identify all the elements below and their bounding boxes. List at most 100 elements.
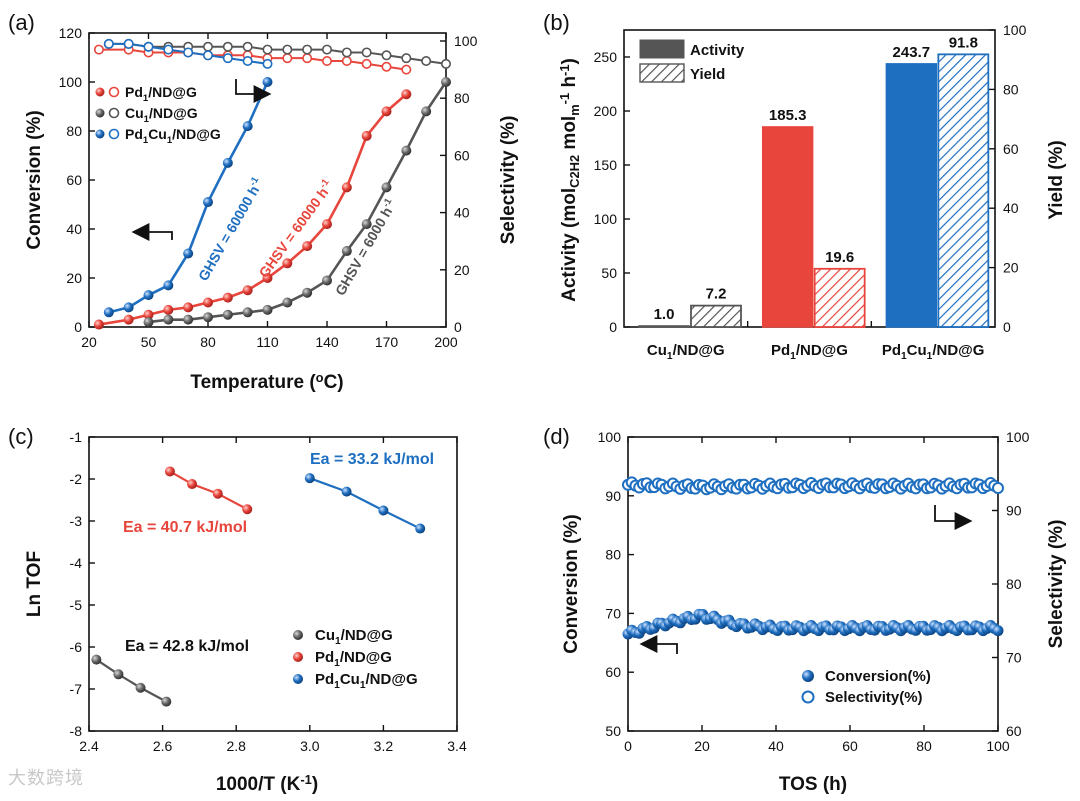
conversion-point <box>262 77 273 87</box>
conversion-point <box>222 309 233 320</box>
conversion-point <box>992 625 1004 637</box>
y-tick-label: 60 <box>1006 723 1022 739</box>
y-tick-label: 250 <box>594 49 618 65</box>
legend-label: Pd1/ND@G <box>315 649 392 669</box>
x-tick-label: 2.8 <box>226 738 246 754</box>
conversion-point <box>381 182 392 193</box>
conversion-point <box>183 302 194 313</box>
y-tick-label: 100 <box>454 33 478 49</box>
legend-label: Yield <box>690 66 725 83</box>
conversion-point <box>183 314 194 325</box>
y-tick-label: 80 <box>1003 81 1019 97</box>
y-tick-label: 60 <box>605 664 621 680</box>
conversion-point <box>93 319 104 330</box>
selectivity-point <box>123 38 134 49</box>
conversion-point <box>282 297 293 308</box>
selectivity-point <box>381 61 392 72</box>
selectivity-line <box>98 48 407 71</box>
conversion-point <box>242 285 253 296</box>
selectivity-point <box>321 44 332 55</box>
selectivity-point <box>143 41 154 52</box>
legend-marker-filled <box>95 108 105 118</box>
data-point <box>187 479 198 490</box>
selectivity-point <box>103 38 114 49</box>
y-tick-label: 120 <box>59 25 83 41</box>
y-tick-label: 100 <box>1006 429 1030 445</box>
panel-label: (a) <box>8 10 35 35</box>
conversion-line <box>98 93 408 326</box>
conversion-point <box>183 248 194 259</box>
y-tick-label: 80 <box>454 90 470 106</box>
conversion-point <box>361 130 372 141</box>
conversion-point <box>282 258 293 269</box>
y-tick-label: 0 <box>1003 319 1011 335</box>
selectivity-point <box>203 41 214 52</box>
selectivity-line <box>108 42 447 65</box>
legend-label: Selectivity(%) <box>825 689 923 706</box>
selectivity-point <box>222 53 233 64</box>
x-tick-label: 20 <box>694 738 710 754</box>
selectivity-point <box>381 50 392 61</box>
y-tick-label: -4 <box>70 555 83 571</box>
x-tick-label: 110 <box>256 334 279 350</box>
legend-marker <box>293 674 303 684</box>
y-tick-label: 150 <box>594 157 618 173</box>
data-point <box>415 523 426 534</box>
selectivity-point <box>992 482 1004 495</box>
conversion-point <box>322 275 332 286</box>
category-label: Pd1/ND@G <box>771 342 848 362</box>
x-tick-label: 80 <box>200 334 216 350</box>
yield-bar <box>813 267 866 328</box>
x-axis-title: TOS (h) <box>779 774 847 795</box>
ea-label: Ea = 33.2 kJ/mol <box>310 451 434 468</box>
y-tick-label: 100 <box>59 74 83 90</box>
selectivity-point <box>242 56 253 67</box>
yield-value-label: 91.8 <box>949 34 978 51</box>
selectivity-point <box>203 50 214 61</box>
y-tick-label: 40 <box>1003 200 1019 216</box>
activity-value-label: 243.7 <box>893 44 931 61</box>
y-tick-label: 20 <box>1003 260 1019 276</box>
conversion-point <box>143 309 154 320</box>
legend-marker-open <box>108 128 120 140</box>
category-label: Cu1/ND@G <box>647 342 725 362</box>
conversion-point <box>341 182 352 193</box>
x-tick-label: 2.6 <box>153 738 173 754</box>
conversion-point <box>322 219 332 230</box>
x-tick-label: 3.2 <box>374 738 394 754</box>
yield-value-label: 7.2 <box>706 286 727 303</box>
selectivity-point <box>262 58 273 69</box>
arrow-to-right-axis <box>934 505 973 530</box>
annotation-ghsv: GHSV = 60000 h-1 <box>194 174 267 283</box>
y-tick-label: 100 <box>594 211 618 227</box>
data-point <box>212 488 223 499</box>
conversion-point <box>143 317 154 328</box>
arrow-to-right-axis <box>235 79 272 103</box>
y-tick-label: 60 <box>454 147 470 163</box>
data-point <box>378 505 389 516</box>
conversion-point <box>341 246 352 257</box>
legend-label: Conversion(%) <box>825 668 931 685</box>
y-tick-label: -1 <box>70 429 83 445</box>
data-point <box>91 654 102 665</box>
y-tick-label: 90 <box>605 488 621 504</box>
y-tick-label: 0 <box>609 319 617 335</box>
y-tick-label: -2 <box>70 471 83 487</box>
x-tick-label: 40 <box>768 738 784 754</box>
conversion-point <box>222 157 233 168</box>
y-tick-label: 40 <box>454 205 470 221</box>
conversion-point <box>242 307 253 318</box>
conversion-point <box>123 314 134 325</box>
y-tick-label: 100 <box>598 429 622 445</box>
arrow-to-left-axis <box>639 635 678 654</box>
selectivity-point <box>341 56 352 67</box>
conversion-point <box>203 312 213 323</box>
x-axis-title: Temperature (oC) <box>190 370 343 393</box>
data-point <box>113 669 124 680</box>
conversion-point <box>163 314 174 325</box>
y-tick-label: 40 <box>66 221 82 237</box>
conversion-point <box>401 89 412 100</box>
panel-label: (b) <box>543 10 570 35</box>
x-tick-label: 170 <box>375 334 399 350</box>
